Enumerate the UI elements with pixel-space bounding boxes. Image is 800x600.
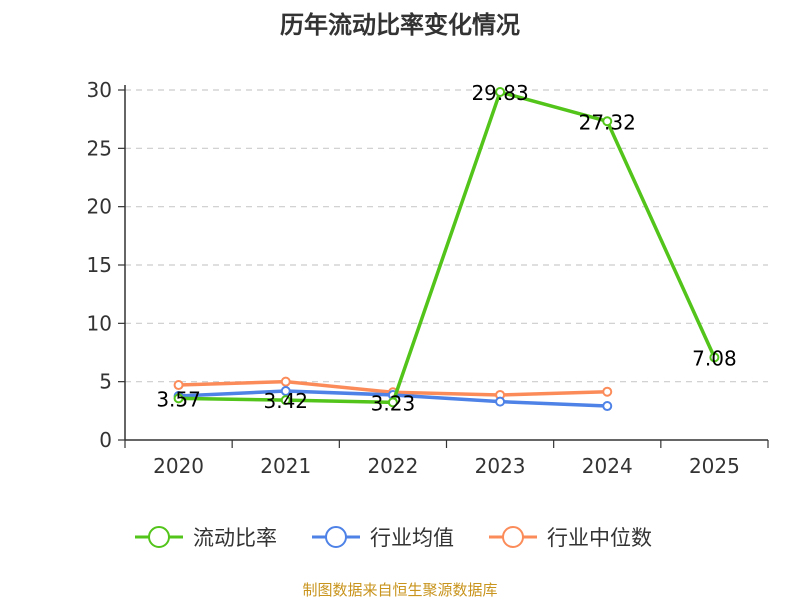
x-tick-label: 2020: [153, 454, 204, 478]
y-tick-label: 15: [87, 253, 112, 277]
data-point: [280, 395, 291, 406]
y-tick-label: 20: [87, 195, 112, 219]
series-流动比率: [173, 86, 720, 408]
data-point: [495, 86, 506, 97]
x-tick-label: 2023: [475, 454, 526, 478]
legend-label: 行业均值: [370, 526, 454, 550]
data-label: 3.57: [156, 387, 201, 411]
data-point: [602, 386, 613, 397]
x-tick-label: 2022: [367, 454, 418, 478]
x-tick-label: 2024: [582, 454, 633, 478]
legend-label: 流动比率: [193, 526, 277, 550]
chart-title: 历年流动比率变化情况: [280, 11, 520, 39]
y-tick-label: 10: [87, 311, 112, 335]
data-point: [173, 380, 184, 391]
x-tick-label: 2021: [260, 454, 311, 478]
data-point: [280, 376, 291, 387]
legend-item[interactable]: 行业均值: [312, 526, 454, 550]
data-point: [280, 386, 291, 396]
data-point: [602, 116, 613, 127]
legend-marker-icon: [502, 526, 524, 548]
y-tick-label: 0: [99, 428, 112, 452]
data-point: [495, 396, 506, 407]
x-tick-label: 2025: [689, 454, 740, 478]
data-point: [709, 352, 720, 363]
legend-marker-icon: [325, 526, 347, 548]
data-point: [387, 397, 398, 408]
y-tick-label: 5: [99, 370, 112, 394]
legend-marker-icon: [148, 526, 170, 548]
source-note: 制图数据来自恒生聚源数据库: [302, 581, 497, 599]
series-line: [178, 90, 717, 405]
y-tick-label: 25: [87, 136, 112, 160]
data-point: [173, 393, 184, 404]
data-label: 3.23: [371, 391, 416, 415]
data-label: 3.42: [263, 389, 308, 413]
data-point: [602, 401, 613, 412]
data-label: 27.32: [579, 110, 636, 134]
legend-item[interactable]: 流动比率: [135, 526, 277, 550]
y-tick-label: 30: [87, 78, 112, 102]
legend-item[interactable]: 行业中位数: [489, 526, 652, 550]
legend-label: 行业中位数: [547, 526, 652, 550]
data-label: 29.83: [471, 81, 528, 105]
data-label: 7.08: [692, 346, 737, 370]
